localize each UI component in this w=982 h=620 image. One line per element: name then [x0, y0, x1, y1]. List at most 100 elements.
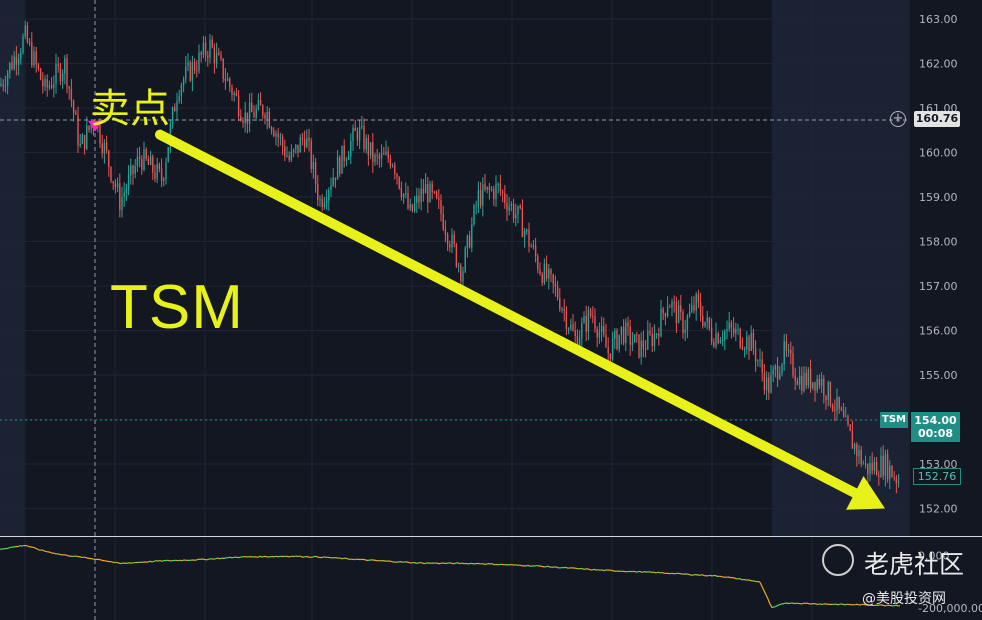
- candle-body: [127, 175, 130, 190]
- candle-body: [735, 329, 737, 334]
- indicator-segment: [353, 558, 357, 561]
- indicator-segment: [449, 562, 453, 564]
- indicator-segment: [819, 603, 823, 605]
- candle-body: [42, 79, 44, 87]
- indicator-segment: [321, 556, 325, 559]
- candle-body: [433, 191, 436, 193]
- candle-body: [86, 125, 88, 149]
- candle-body: [512, 204, 515, 219]
- candle-body: [693, 304, 695, 311]
- candle-body: [411, 204, 414, 211]
- candle-body: [391, 165, 394, 167]
- candle-body: [528, 229, 530, 247]
- candle-body: [880, 456, 882, 477]
- indicator-segment: [367, 559, 371, 562]
- candle-body: [372, 142, 374, 162]
- price-axis-tick: 160.00: [919, 147, 958, 160]
- indicator-segment: [297, 555, 301, 558]
- candle-body: [779, 373, 781, 379]
- candle-body: [413, 203, 416, 211]
- indicator-axis-tick: -200,000.000: [918, 602, 982, 615]
- candle-body: [308, 137, 310, 142]
- indicator-segment: [315, 555, 319, 558]
- candle-body: [759, 359, 761, 361]
- indicator-segment: [219, 557, 223, 560]
- add-alert-plus-icon[interactable]: +: [890, 111, 906, 127]
- candle-body: [739, 328, 741, 348]
- candle-body: [35, 51, 37, 65]
- candle-body: [732, 327, 735, 334]
- candle-body: [886, 454, 889, 480]
- indicator-segment: [491, 563, 495, 566]
- candle-body: [658, 333, 660, 337]
- indicator-segment: [679, 572, 683, 575]
- candle-body: [116, 183, 119, 188]
- candle-body: [4, 85, 7, 87]
- indicator-segment: [13, 545, 17, 548]
- candle-body: [46, 79, 48, 88]
- candle-body: [510, 204, 513, 207]
- candle-body: [374, 155, 376, 162]
- indicator-segment: [53, 552, 57, 555]
- candle-body: [145, 149, 147, 159]
- indicator-segment: [327, 556, 331, 559]
- candle-body: [59, 66, 62, 82]
- candle-body: [288, 156, 290, 160]
- candle-body: [204, 42, 207, 56]
- candle-body: [541, 274, 543, 284]
- candle-body: [424, 184, 427, 194]
- candle-body: [820, 378, 823, 386]
- candle-body: [699, 302, 702, 316]
- candle-body: [240, 116, 242, 121]
- price-axis-tick: 155.00: [919, 369, 958, 382]
- candle-body: [673, 301, 675, 303]
- indicator-segment: [323, 556, 327, 558]
- indicator-segment: [215, 557, 219, 560]
- price-axis-tick: 163.00: [919, 13, 958, 26]
- candle-body: [297, 144, 299, 153]
- candle-body: [350, 141, 352, 157]
- indicator-segment: [565, 566, 569, 569]
- candle-body: [598, 331, 601, 338]
- candle-body: [743, 348, 746, 350]
- indicator-segment: [45, 550, 49, 553]
- last-price-value: 154.00: [914, 414, 957, 427]
- candle-body: [620, 326, 623, 335]
- candle-body: [226, 78, 229, 81]
- candle-body: [728, 322, 730, 329]
- indicator-segment: [411, 561, 415, 564]
- candle-body: [677, 305, 680, 324]
- candle-body: [537, 256, 539, 270]
- candle-body: [768, 377, 770, 393]
- candle-body: [198, 52, 200, 71]
- indicator-segment: [273, 555, 277, 558]
- candle-body: [9, 62, 11, 73]
- indicator-segment: [591, 568, 595, 571]
- candle-body: [477, 190, 480, 206]
- candle-body: [6, 73, 9, 86]
- candle-body: [105, 142, 108, 151]
- candle-body: [838, 396, 840, 409]
- candle-body: [290, 152, 293, 160]
- indicator-segment: [459, 562, 463, 565]
- indicator-segment: [49, 551, 53, 554]
- candle-body: [284, 146, 286, 157]
- indicator-segment: [221, 557, 225, 560]
- indicator-axis: 0.000 -200,000.000: [918, 550, 982, 615]
- indicator-segment: [335, 557, 339, 559]
- candle-body: [347, 156, 350, 160]
- indicator-segment: [853, 603, 857, 606]
- candle-body: [585, 316, 587, 332]
- candle-body: [605, 334, 607, 348]
- indicator-segment: [239, 556, 243, 558]
- candle-body: [688, 311, 691, 317]
- candle-body: [182, 78, 185, 86]
- candle-body: [787, 350, 790, 351]
- candle-body: [394, 165, 396, 175]
- candle-body: [801, 376, 803, 392]
- indicator-line: [0, 544, 900, 609]
- candle-body: [517, 205, 519, 215]
- indicator-segment: [633, 570, 637, 573]
- last-price-tag: 154.00 00:08: [911, 412, 960, 442]
- candle-body: [26, 25, 29, 42]
